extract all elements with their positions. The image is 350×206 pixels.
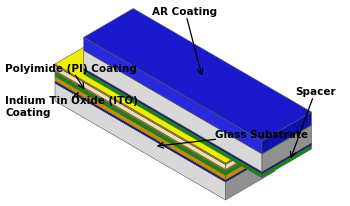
Polygon shape — [262, 112, 312, 154]
Text: Indium Tin Oxide (ITO)
Coating: Indium Tin Oxide (ITO) Coating — [5, 93, 138, 117]
Polygon shape — [55, 65, 225, 165]
Polygon shape — [84, 38, 262, 154]
Polygon shape — [55, 55, 275, 182]
Polygon shape — [225, 153, 275, 200]
Polygon shape — [225, 135, 275, 165]
Polygon shape — [55, 77, 225, 180]
Polygon shape — [84, 71, 262, 178]
Polygon shape — [55, 66, 225, 170]
Polygon shape — [262, 143, 312, 174]
Polygon shape — [55, 42, 275, 170]
Polygon shape — [55, 48, 275, 175]
Polygon shape — [225, 146, 275, 180]
Polygon shape — [262, 145, 312, 178]
Polygon shape — [55, 37, 275, 165]
Polygon shape — [55, 53, 275, 180]
Polygon shape — [225, 151, 275, 182]
Polygon shape — [262, 125, 312, 172]
Polygon shape — [84, 69, 262, 174]
Polygon shape — [55, 73, 225, 175]
Polygon shape — [225, 141, 275, 171]
Polygon shape — [225, 143, 275, 175]
Polygon shape — [84, 51, 262, 172]
Polygon shape — [55, 82, 225, 182]
Polygon shape — [225, 136, 275, 170]
Text: Spacer: Spacer — [290, 87, 336, 158]
Polygon shape — [84, 42, 312, 174]
Text: Glass Substrate: Glass Substrate — [158, 129, 308, 148]
Text: AR Coating: AR Coating — [153, 7, 218, 75]
Polygon shape — [55, 44, 275, 171]
Text: Polyimide (PI) Coating: Polyimide (PI) Coating — [5, 64, 137, 89]
Polygon shape — [55, 84, 225, 200]
Polygon shape — [84, 9, 312, 141]
Polygon shape — [84, 22, 312, 154]
Polygon shape — [55, 71, 225, 171]
Polygon shape — [84, 40, 312, 172]
Polygon shape — [55, 36, 275, 163]
